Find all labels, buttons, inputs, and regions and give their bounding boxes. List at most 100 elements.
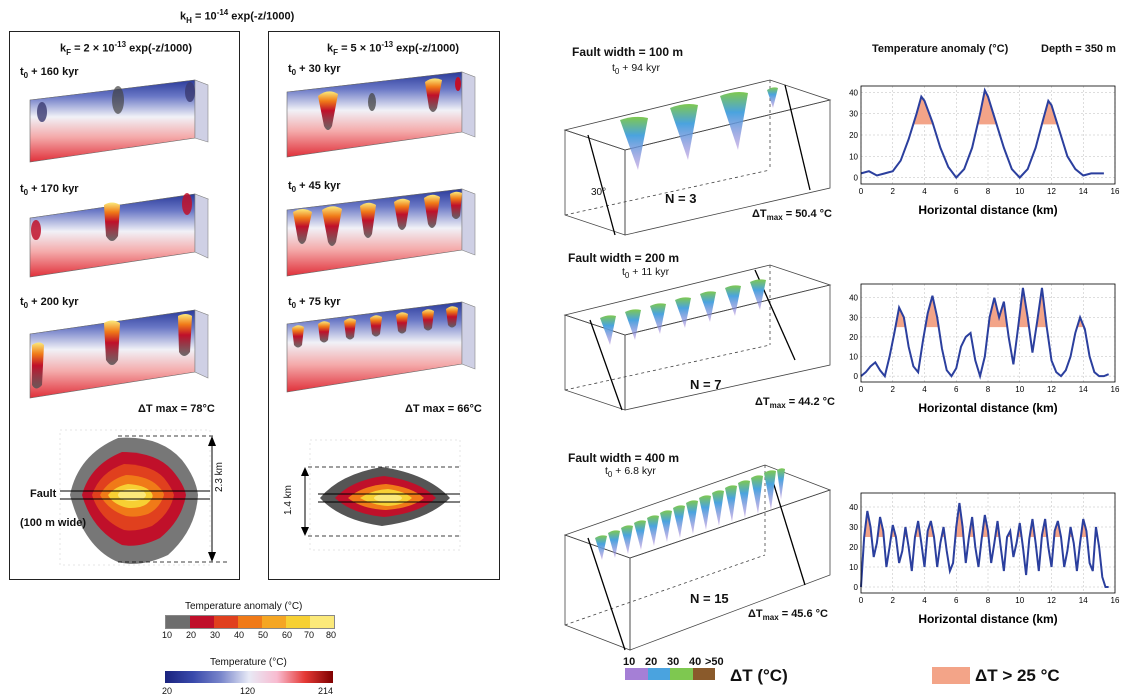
y-tick-label: 10	[849, 353, 858, 362]
left-block-3	[29, 309, 210, 399]
dtmax-row-3: ΔTmax = 45.6 °C	[748, 608, 829, 623]
x-tick-label: 16	[1111, 596, 1120, 605]
x-tick-label: 2	[891, 187, 896, 196]
series-line	[860, 502, 1109, 588]
mid-time-3: t0 + 75 kyr	[288, 296, 341, 311]
anomaly-chart-400m: 0 2 4 6 8 10 12 14 16 0 10 20 30 40 Horizontal distanc…	[849, 492, 1120, 626]
threshold-fill	[1018, 287, 1030, 328]
x-tick-label: 4	[922, 385, 927, 394]
mid-scale-label: 1.4 km	[283, 484, 294, 515]
x-tick-label: 12	[1047, 596, 1056, 605]
temp-colorbar-title: Temperature (°C)	[210, 657, 287, 668]
dt-legend-label: ΔT (°C)	[730, 666, 788, 685]
dt-tick: 10	[623, 656, 636, 668]
temp-tick: 20	[162, 686, 173, 696]
threshold-fill	[955, 503, 964, 537]
anomaly-swatch	[310, 616, 334, 628]
time-row-2: t0 + 11 kyr	[622, 266, 670, 281]
chart-depth: Depth = 350 m	[1041, 43, 1116, 55]
angle-label: 30°	[591, 187, 607, 198]
anomaly-tick: 30	[210, 630, 221, 640]
anomaly-colorbar	[165, 615, 335, 629]
cone	[777, 468, 785, 500]
left-scale-label: 2.3 km	[214, 461, 225, 492]
dt-swatch	[625, 668, 648, 680]
x-tick-label: 6	[954, 187, 959, 196]
cone	[751, 475, 763, 514]
n-row-1: N = 3	[665, 191, 697, 206]
chart-header: Temperature anomaly (°C)	[872, 43, 1009, 55]
x-tick-label: 4	[922, 187, 927, 196]
n-row-2: N = 7	[690, 377, 722, 392]
anomaly-tick: 80	[326, 630, 337, 640]
cone	[608, 530, 620, 558]
x-tick-label: 0	[859, 596, 864, 605]
y-tick-label: 40	[849, 88, 858, 97]
anomaly-tick: 70	[304, 630, 315, 640]
cone	[634, 520, 646, 550]
cone	[675, 297, 691, 328]
cone	[764, 470, 776, 510]
fault-width-400: Fault width = 400 m	[568, 451, 680, 465]
cone	[738, 480, 750, 518]
x-axis-label: Horizontal distance (km)	[918, 612, 1057, 626]
x-tick-label: 8	[986, 596, 991, 605]
dtmax-row-2: ΔTmax = 44.2 °C	[755, 396, 836, 411]
x-axis-label: Horizontal distance (km)	[918, 203, 1057, 217]
mid-time-1: t0 + 30 kyr	[288, 63, 341, 78]
y-tick-label: 30	[849, 110, 858, 119]
series-line	[860, 287, 1110, 380]
threshold-fill	[1036, 287, 1047, 328]
left-time-3: t0 + 200 kyr	[20, 296, 79, 311]
fault-width-100: Fault width = 100 m	[572, 45, 684, 59]
mid-panel-title: kF = 5 × 10-13 exp(-z/1000)	[327, 40, 460, 57]
fault-width-200: Fault width = 200 m	[568, 251, 680, 265]
x-tick-label: 14	[1079, 187, 1088, 196]
cone	[699, 495, 711, 530]
mid-time-2: t0 + 45 kyr	[288, 180, 341, 195]
x-tick-label: 8	[986, 385, 991, 394]
anomaly-tick: 20	[186, 630, 197, 640]
anomaly-colorbar-title: Temperature anomaly (°C)	[185, 601, 303, 612]
y-tick-label: 30	[849, 523, 858, 532]
x-tick-label: 2	[891, 596, 896, 605]
x-tick-label: 16	[1111, 385, 1120, 394]
right-3d-boxes	[563, 79, 832, 651]
anomaly-chart-200m: 0 2 4 6 8 10 12 14 16 0 10 20 30 40 Horizontal distanc…	[849, 283, 1120, 415]
fault-width-label: (100 m wide)	[20, 517, 87, 529]
y-tick-label: 40	[849, 503, 858, 512]
cone	[621, 525, 633, 554]
threshold-fill	[864, 511, 872, 537]
temp-tick: 214	[318, 686, 334, 696]
mid-lens-diagram	[301, 439, 461, 551]
fault-label: Fault	[30, 488, 57, 500]
cone	[670, 104, 698, 160]
cone	[600, 315, 616, 345]
cone	[700, 291, 716, 322]
x-tick-label: 0	[859, 385, 864, 394]
x-tick-label: 4	[922, 596, 927, 605]
dt-swatch	[670, 668, 693, 680]
mid-block-3	[286, 301, 476, 393]
cone	[650, 303, 666, 334]
cone	[647, 515, 659, 546]
dt-swatch	[647, 668, 670, 680]
cone	[767, 87, 778, 108]
x-tick-label: 8	[986, 187, 991, 196]
x-tick-label: 16	[1111, 187, 1120, 196]
y-tick-label: 10	[849, 152, 858, 161]
left-lens-diagram	[59, 429, 230, 566]
y-tick-label: 10	[849, 563, 858, 572]
box-400m	[563, 464, 832, 651]
cone	[720, 92, 748, 150]
dtmax-row-1: ΔTmax = 50.4 °C	[752, 208, 833, 223]
x-axis-label: Horizontal distance (km)	[918, 401, 1057, 415]
anomaly-tick: 50	[258, 630, 269, 640]
y-tick-label: 20	[849, 543, 858, 552]
y-tick-label: 0	[854, 583, 859, 592]
dt-legend	[625, 668, 715, 680]
threshold-fill	[895, 307, 906, 328]
left-block-2	[29, 193, 210, 278]
n-row-3: N = 15	[690, 591, 729, 606]
left-dtmax: ΔT max = 78°C	[138, 403, 215, 415]
